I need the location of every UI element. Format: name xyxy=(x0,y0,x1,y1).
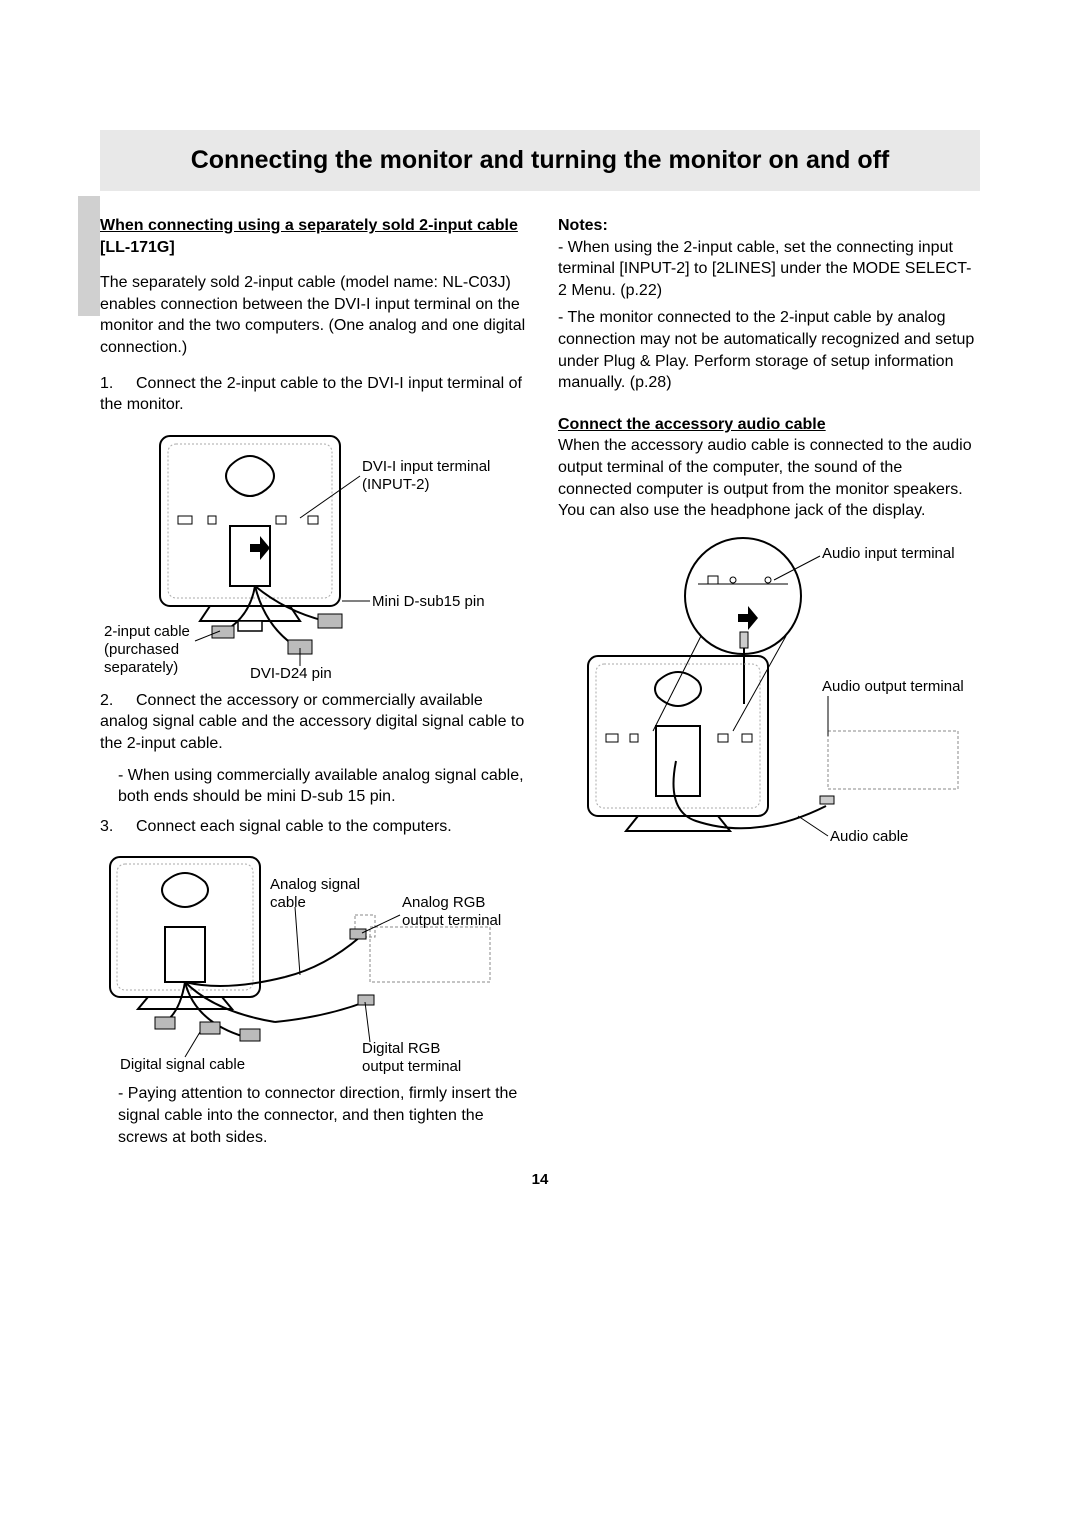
audio-in-label: Audio input terminal xyxy=(822,545,955,562)
right-column: Notes: - When using the 2-input cable, s… xyxy=(558,215,980,1148)
step-2: 2.Connect the accessory or commercially … xyxy=(100,690,530,755)
notes-heading: Notes: xyxy=(558,215,980,237)
step-2-dash: - When using commercially available anal… xyxy=(118,765,530,808)
after-dash-text: Paying attention to connector direction,… xyxy=(118,1085,517,1145)
diagram-2: Analog signal cable Analog RGB output te… xyxy=(100,847,530,1077)
notes-list: - When using the 2-input cable, set the … xyxy=(558,237,980,394)
two-column-layout: When connecting using a separately sold … xyxy=(100,215,980,1148)
diagram-3: Audio input terminal xyxy=(558,536,980,856)
audio-cable-label: Audio cable xyxy=(830,828,908,845)
step-3: 3. Connect each signal cable to the compu… xyxy=(100,816,530,838)
dvi-label-1: DVI-I input terminal xyxy=(362,458,490,475)
analog-cable-2: cable xyxy=(270,894,306,911)
left-intro: The separately sold 2-input cable (model… xyxy=(100,272,530,358)
left-column: When connecting using a separately sold … xyxy=(100,215,530,1148)
cable-label-1: 2-input cable xyxy=(104,623,190,640)
cable-label-3: separately) xyxy=(104,659,178,676)
note-2: - The monitor connected to the 2-input c… xyxy=(558,307,980,393)
section-tab xyxy=(78,196,100,316)
analog-rgb-2: output terminal xyxy=(402,912,501,929)
step-number: 2. xyxy=(100,690,118,712)
step-1-text: Connect the 2-input cable to the DVI-I i… xyxy=(100,375,522,414)
dvid-label: DVI-D24 pin xyxy=(250,665,332,682)
note-2-text: The monitor connected to the 2-input cab… xyxy=(558,309,974,391)
digital-rgb-2: output terminal xyxy=(362,1058,461,1075)
analog-rgb-1: Analog RGB xyxy=(402,894,485,911)
page-title: Connecting the monitor and turning the m… xyxy=(100,130,980,191)
diagram-1: DVI-I input terminal (INPUT-2) Mini D-su… xyxy=(100,426,530,686)
step-2-text: Connect the accessory or commercially av… xyxy=(100,692,524,752)
after-dash: - Paying attention to connector directio… xyxy=(118,1083,530,1148)
step-2-dash-text: When using commercially available analog… xyxy=(118,767,524,806)
note-1-text: When using the 2-input cable, set the co… xyxy=(558,239,971,299)
page-number: 14 xyxy=(0,1171,1080,1188)
step-1: 1.Connect the 2-input cable to the DVI-I… xyxy=(100,373,530,416)
audio-out-label: Audio output terminal xyxy=(822,678,964,695)
analog-cable-1: Analog signal xyxy=(270,876,360,893)
page-content: Connecting the monitor and turning the m… xyxy=(0,0,1080,1148)
audio-heading: Connect the accessory audio cable xyxy=(558,414,980,436)
left-heading-block: When connecting using a separately sold … xyxy=(100,215,530,258)
step-number: 1. xyxy=(100,373,118,395)
audio-para: When the accessory audio cable is connec… xyxy=(558,435,980,521)
left-heading: When connecting using a separately sold … xyxy=(100,217,518,234)
dvi-label-2: (INPUT-2) xyxy=(362,476,430,493)
step-number: 3. xyxy=(100,816,118,838)
digital-rgb-1: Digital RGB xyxy=(362,1040,440,1057)
cable-label-2: (purchased xyxy=(104,641,179,658)
note-1: - When using the 2-input cable, set the … xyxy=(558,237,980,302)
left-heading-model: [LL-171G] xyxy=(100,239,175,256)
mini-dsub-label: Mini D-sub15 pin xyxy=(372,593,485,610)
digital-cable: Digital signal cable xyxy=(120,1056,245,1073)
step-3-text: Connect each signal cable to the compute… xyxy=(136,818,452,835)
